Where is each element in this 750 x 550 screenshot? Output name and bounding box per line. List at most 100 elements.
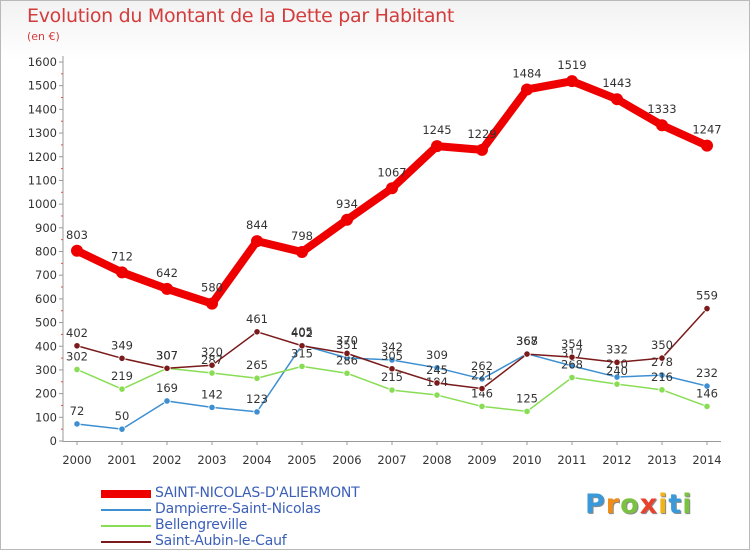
brand-letter: x xyxy=(639,489,659,520)
data-label: 1067 xyxy=(377,165,406,179)
data-point xyxy=(568,362,576,370)
data-point xyxy=(388,386,396,394)
legend-swatch xyxy=(101,541,151,543)
data-point xyxy=(251,235,263,248)
legend-label: SAINT-NICOLAS-D'ALIERMONT xyxy=(155,485,360,501)
chart-unit: (en €) xyxy=(27,30,60,43)
data-label: 580 xyxy=(201,281,223,295)
data-label: 307 xyxy=(156,348,178,362)
data-point xyxy=(703,304,711,313)
x-tick-label: 2013 xyxy=(647,453,676,467)
brand-letter: o xyxy=(620,489,640,520)
data-label: 216 xyxy=(651,370,673,384)
x-tick-label: 2001 xyxy=(107,453,136,467)
data-point xyxy=(208,403,216,411)
data-label: 169 xyxy=(156,381,178,395)
legend-label: Saint-Aubin-le-Cauf xyxy=(155,533,287,549)
y-tick-label: 1600 xyxy=(28,55,57,69)
data-label: 712 xyxy=(111,249,133,263)
data-label: 1443 xyxy=(602,76,631,90)
data-point xyxy=(613,373,621,381)
data-point xyxy=(611,93,623,106)
y-tick-label: 300 xyxy=(35,363,57,377)
brand-letter: r xyxy=(605,489,621,520)
brand-letter: i xyxy=(658,489,669,520)
brand-letter: P xyxy=(585,489,606,520)
data-label: 125 xyxy=(516,391,538,405)
data-label: 219 xyxy=(111,369,133,383)
brand-letter: i xyxy=(682,489,693,520)
y-tick-label: 600 xyxy=(35,292,57,306)
data-point xyxy=(521,83,533,96)
chart-title: Evolution du Montant de la Dette par Hab… xyxy=(27,5,455,27)
y-tick-label: 500 xyxy=(35,316,57,330)
data-point xyxy=(253,328,261,336)
data-label: 286 xyxy=(336,353,358,367)
x-tick-label: 2007 xyxy=(377,453,406,467)
data-point xyxy=(296,245,308,258)
data-label: 309 xyxy=(426,348,448,362)
data-point xyxy=(118,354,126,362)
data-point xyxy=(568,373,576,382)
data-label: 315 xyxy=(291,346,313,360)
data-label: 342 xyxy=(381,340,403,354)
data-label: 332 xyxy=(606,342,628,356)
x-tick-label: 2005 xyxy=(287,453,316,467)
data-point xyxy=(613,358,621,366)
x-tick-label: 2012 xyxy=(602,453,631,467)
y-tick-label: 400 xyxy=(35,339,57,353)
y-tick-label: 900 xyxy=(35,221,57,235)
x-tick-label: 2002 xyxy=(152,453,181,467)
data-label: 368 xyxy=(516,334,538,348)
x-tick-label: 2003 xyxy=(197,453,226,467)
data-point xyxy=(343,349,351,357)
data-label: 461 xyxy=(246,312,268,326)
data-point xyxy=(701,139,713,152)
legend-label: Bellengreville xyxy=(155,517,248,533)
data-point xyxy=(298,362,306,370)
brand-logo: Proxiti xyxy=(585,489,693,520)
data-point xyxy=(118,425,126,433)
data-label: 934 xyxy=(336,197,358,211)
y-tick-label: 1200 xyxy=(28,150,57,164)
data-point xyxy=(613,380,621,388)
data-label: 370 xyxy=(336,333,358,347)
data-label: 232 xyxy=(696,366,718,380)
brand-letter: t xyxy=(668,489,683,520)
x-tick-label: 2008 xyxy=(422,453,451,467)
data-label: 402 xyxy=(66,326,88,340)
legend-label: Dampierre-Saint-Nicolas xyxy=(155,501,321,517)
data-point xyxy=(341,213,353,226)
y-tick-label: 100 xyxy=(35,410,57,424)
data-point xyxy=(388,365,396,373)
data-point xyxy=(433,379,441,387)
data-label: 798 xyxy=(291,229,313,243)
data-label: 287 xyxy=(201,353,223,367)
y-tick-label: 0 xyxy=(50,434,57,448)
data-label: 559 xyxy=(696,289,718,303)
data-point xyxy=(116,266,128,279)
data-label: 642 xyxy=(156,266,178,280)
data-label: 302 xyxy=(66,349,88,363)
data-label: 1245 xyxy=(422,123,451,137)
data-label: 307 xyxy=(156,348,178,362)
data-point xyxy=(656,119,668,132)
data-point xyxy=(433,364,441,372)
data-label: 351 xyxy=(336,338,358,352)
data-label: 240 xyxy=(606,364,628,378)
data-point xyxy=(343,369,351,377)
data-label: 367 xyxy=(516,334,538,348)
x-tick-label: 2000 xyxy=(62,453,91,467)
data-point xyxy=(73,420,81,428)
data-point xyxy=(478,385,486,393)
x-tick-label: 2010 xyxy=(512,453,541,467)
data-point xyxy=(658,371,666,379)
x-tick-label: 2006 xyxy=(332,453,361,467)
y-tick-label: 1300 xyxy=(28,126,57,140)
data-point xyxy=(73,365,81,374)
data-point xyxy=(523,350,531,358)
data-label: 350 xyxy=(651,338,673,352)
data-point xyxy=(658,386,666,394)
data-point xyxy=(208,369,216,377)
